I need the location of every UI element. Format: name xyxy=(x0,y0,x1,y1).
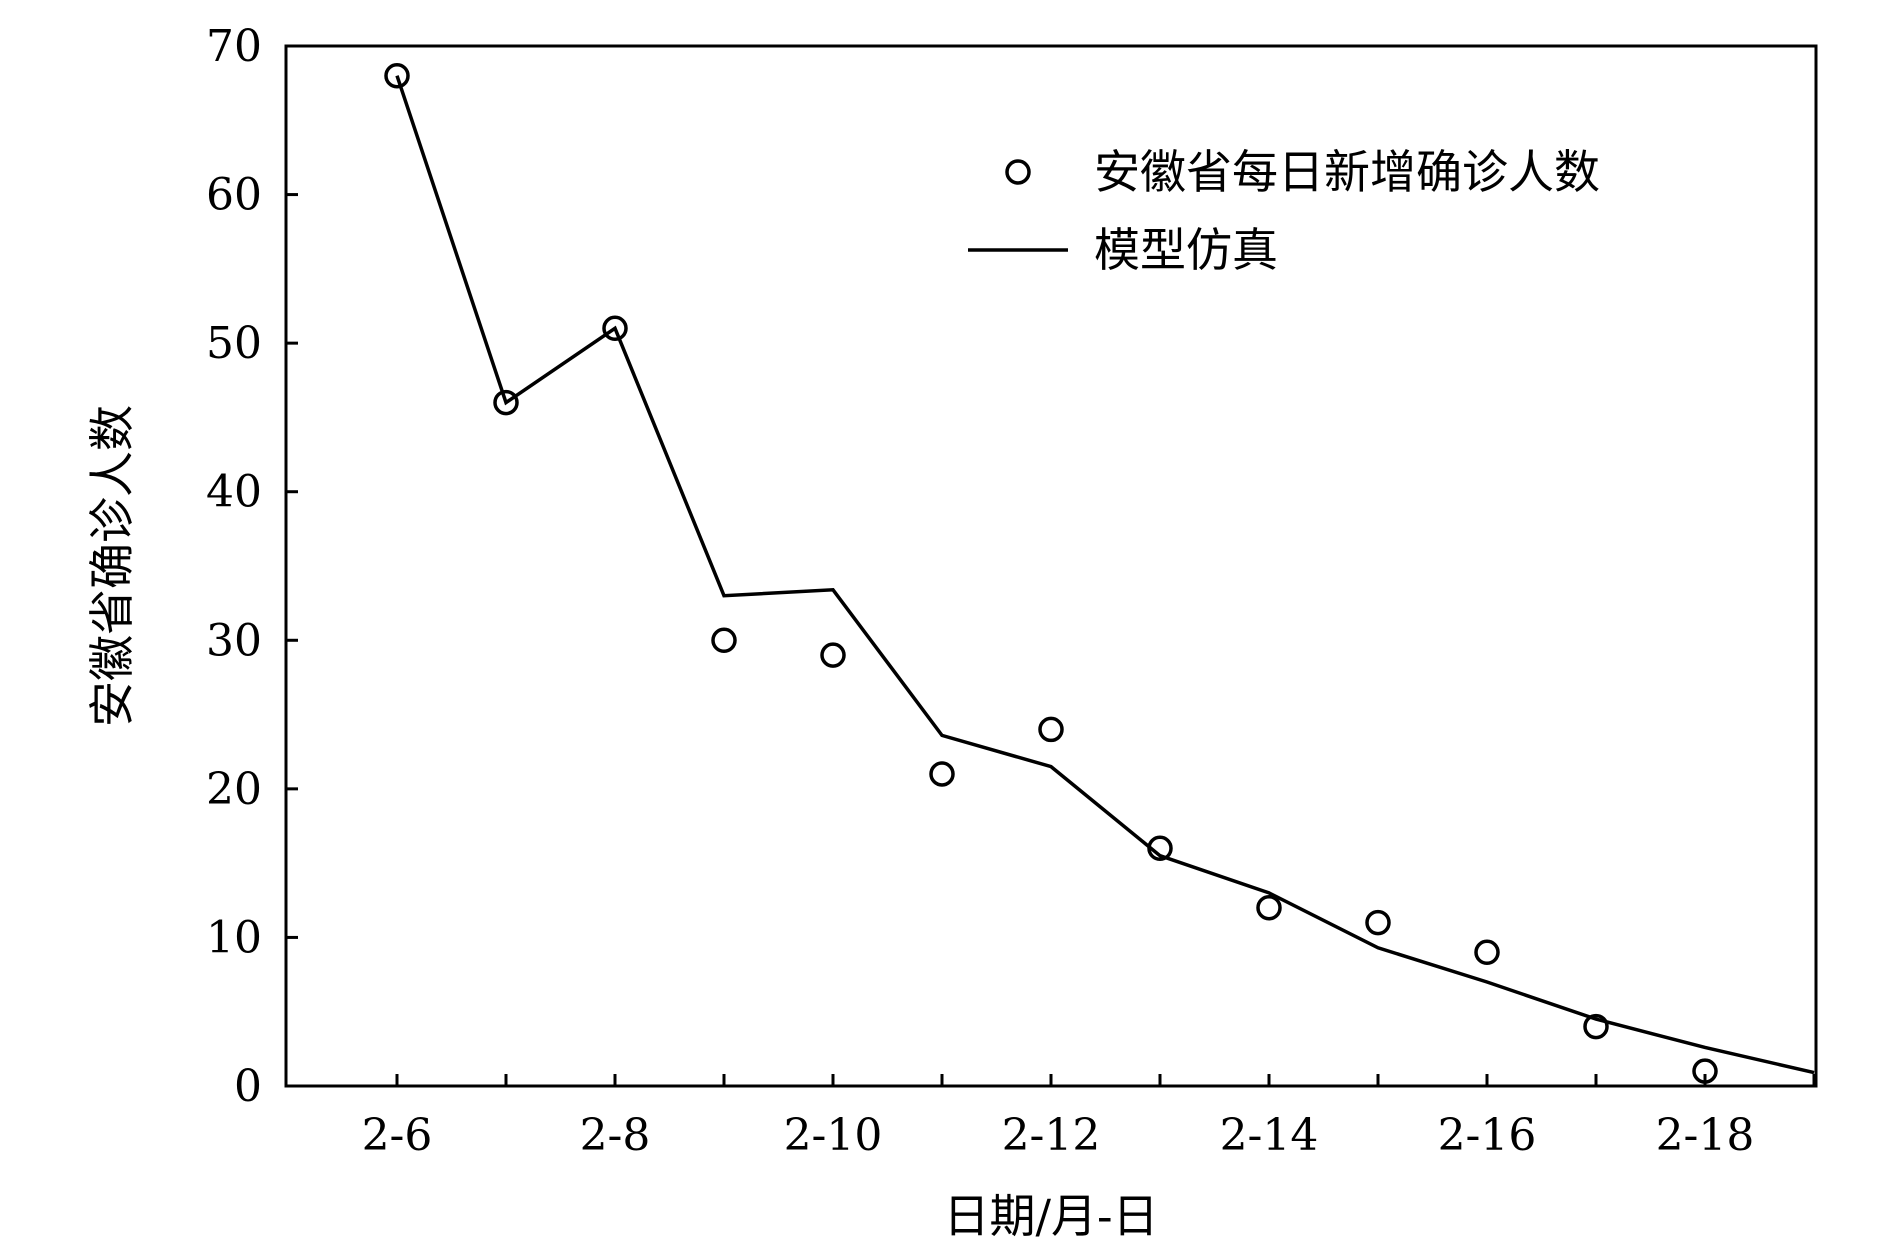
x-tick-label: 2-14 xyxy=(1220,1110,1319,1161)
y-tick-label: 20 xyxy=(206,764,262,815)
plot-frame xyxy=(284,44,1818,1088)
data-point xyxy=(493,389,519,416)
y-tick-label: 40 xyxy=(206,467,262,518)
data-point xyxy=(1692,1058,1718,1084)
data-point xyxy=(1256,894,1282,921)
x-tick-label: 2-16 xyxy=(1438,1110,1537,1161)
y-tick-label: 30 xyxy=(206,615,262,666)
x-tick-label: 2-18 xyxy=(1656,1110,1755,1161)
x-tick-label: 2-10 xyxy=(784,1110,883,1161)
data-point xyxy=(1474,939,1500,966)
x-axis-ticks: 2-6 2-8 2-10 2-12 2-14 2-16 2-18 xyxy=(362,1074,1816,1161)
model-simulation-line xyxy=(395,75,1815,1075)
data-point xyxy=(820,642,846,668)
legend-label-observed: 安徽省每日新增确诊人数 xyxy=(1094,145,1600,199)
legend-label-model: 模型仿真 xyxy=(1094,223,1278,277)
data-point xyxy=(602,315,628,342)
y-tick-label: 10 xyxy=(206,912,262,963)
data-point xyxy=(1365,909,1391,936)
legend: 安徽省每日新增确诊人数 模型仿真 xyxy=(968,145,1600,277)
y-tick-label: 50 xyxy=(206,318,262,369)
data-point xyxy=(1038,716,1064,743)
x-axis-title: 日期/月-日 xyxy=(943,1189,1158,1243)
data-point xyxy=(384,62,410,89)
y-tick-label: 70 xyxy=(206,21,262,72)
data-point xyxy=(711,627,737,654)
y-axis-title: 安徽省确诊人数 xyxy=(85,405,139,727)
x-tick-label: 2-6 xyxy=(362,1110,433,1161)
data-point xyxy=(1147,835,1173,862)
y-tick-label: 60 xyxy=(206,170,262,221)
data-point xyxy=(929,761,955,787)
y-axis-ticks: 0 10 20 30 40 50 60 70 xyxy=(206,21,298,1112)
x-tick-label: 2-12 xyxy=(1002,1110,1101,1161)
daily-new-cases-points xyxy=(384,62,1718,1084)
legend-marker-circle xyxy=(1005,159,1031,185)
x-tick-label: 2-8 xyxy=(580,1110,651,1161)
y-tick-label: 0 xyxy=(234,1061,262,1112)
data-point xyxy=(1583,1013,1609,1040)
